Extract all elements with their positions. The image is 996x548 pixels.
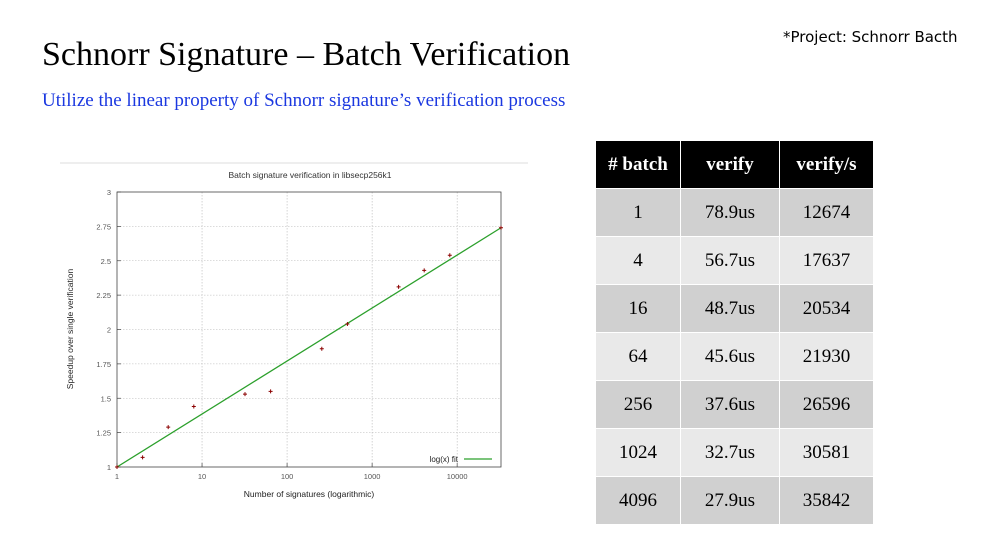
series-layer bbox=[115, 225, 503, 469]
fit-line bbox=[116, 227, 502, 468]
y-tick-label: 2 bbox=[107, 326, 111, 335]
data-point bbox=[243, 392, 247, 397]
cell-verify-per-sec: 12674 bbox=[779, 188, 874, 237]
data-point bbox=[499, 225, 503, 230]
cell-verify-per-sec: 30581 bbox=[779, 428, 874, 477]
cell-verify: 45.6us bbox=[680, 332, 780, 381]
cell-verify: 56.7us bbox=[680, 236, 780, 285]
cell-verify: 37.6us bbox=[680, 380, 780, 429]
cell-batch: 16 bbox=[595, 284, 681, 333]
y-tick-label: 2.5 bbox=[101, 257, 111, 266]
data-point bbox=[115, 465, 119, 469]
project-note: *Project: Schnorr Bacth bbox=[783, 28, 958, 46]
y-tick-label: 1.25 bbox=[96, 429, 111, 438]
data-point bbox=[396, 284, 401, 289]
data-point bbox=[422, 268, 427, 273]
y-tick-label: 2.75 bbox=[96, 222, 111, 231]
cell-verify-per-sec: 20534 bbox=[779, 284, 874, 333]
cell-verify: 78.9us bbox=[680, 188, 780, 237]
legend: log(x) fit bbox=[430, 455, 492, 464]
data-point bbox=[447, 253, 452, 258]
x-tick-label: 10 bbox=[198, 472, 206, 481]
legend-label: log(x) fit bbox=[430, 455, 459, 464]
data-point bbox=[166, 425, 171, 430]
cell-verify-per-sec: 17637 bbox=[779, 236, 874, 285]
cell-verify: 27.9us bbox=[680, 476, 780, 525]
y-tick-label: 3 bbox=[107, 188, 111, 197]
slide-title: Schnorr Signature – Batch Verification bbox=[42, 36, 571, 73]
tick-layer: 1 1.25 1.5 1.75 2 2.25 2.5 2.75 3 1 10 100 1000 10000 bbox=[96, 188, 467, 481]
x-tick-label: 100 bbox=[281, 472, 294, 481]
table-row: 1024 32.7us 30581 bbox=[595, 428, 874, 477]
table-row: 256 37.6us 26596 bbox=[595, 380, 874, 429]
y-tick-label: 1.5 bbox=[101, 394, 111, 403]
cell-verify-per-sec: 26596 bbox=[779, 380, 874, 429]
table-row: 64 45.6us 21930 bbox=[595, 332, 874, 381]
table-row: 4096 27.9us 35842 bbox=[595, 476, 874, 525]
cell-batch: 64 bbox=[595, 332, 681, 381]
chart-title: Batch signature verification in libsecp2… bbox=[228, 170, 391, 180]
cell-batch: 1024 bbox=[595, 428, 681, 477]
chart-svg: Batch signature verification in libsecp2… bbox=[60, 162, 528, 499]
speedup-chart: Batch signature verification in libsecp2… bbox=[60, 160, 535, 505]
table-row: 16 48.7us 20534 bbox=[595, 284, 874, 333]
data-point bbox=[140, 455, 145, 460]
x-tick-label: 1000 bbox=[364, 472, 381, 481]
cell-batch: 4096 bbox=[595, 476, 681, 525]
grid-layer bbox=[117, 192, 501, 467]
slide-subtitle: Utilize the linear property of Schnorr s… bbox=[42, 90, 566, 111]
x-axis-label: Number of signatures (logarithmic) bbox=[244, 489, 375, 499]
plot-frame bbox=[116, 191, 502, 468]
header-batch: # batch bbox=[595, 140, 681, 189]
header-verify-per-sec: verify/s bbox=[779, 140, 874, 189]
cell-batch: 1 bbox=[595, 188, 681, 237]
data-point bbox=[268, 389, 273, 394]
x-tick-label: 10000 bbox=[447, 472, 468, 481]
cell-verify-per-sec: 35842 bbox=[779, 476, 874, 525]
y-tick-label: 1 bbox=[107, 463, 111, 472]
cell-verify: 32.7us bbox=[680, 428, 780, 477]
y-tick-label: 2.25 bbox=[96, 291, 111, 300]
table-row: 1 78.9us 12674 bbox=[595, 188, 874, 237]
data-point bbox=[319, 346, 324, 351]
y-tick-label: 1.75 bbox=[96, 360, 111, 369]
table-row: 4 56.7us 17637 bbox=[595, 236, 874, 285]
data-point bbox=[191, 404, 196, 409]
batch-verify-table: # batch verify verify/s 1 78.9us 12674 4… bbox=[595, 140, 874, 525]
x-tick-label: 1 bbox=[115, 472, 119, 481]
data-point bbox=[345, 322, 350, 326]
cell-batch: 4 bbox=[595, 236, 681, 285]
y-axis-label: Speedup over single verification bbox=[65, 268, 75, 389]
cell-batch: 256 bbox=[595, 380, 681, 429]
cell-verify: 48.7us bbox=[680, 284, 780, 333]
table-header-row: # batch verify verify/s bbox=[595, 140, 874, 189]
cell-verify-per-sec: 21930 bbox=[779, 332, 874, 381]
header-verify: verify bbox=[680, 140, 780, 189]
